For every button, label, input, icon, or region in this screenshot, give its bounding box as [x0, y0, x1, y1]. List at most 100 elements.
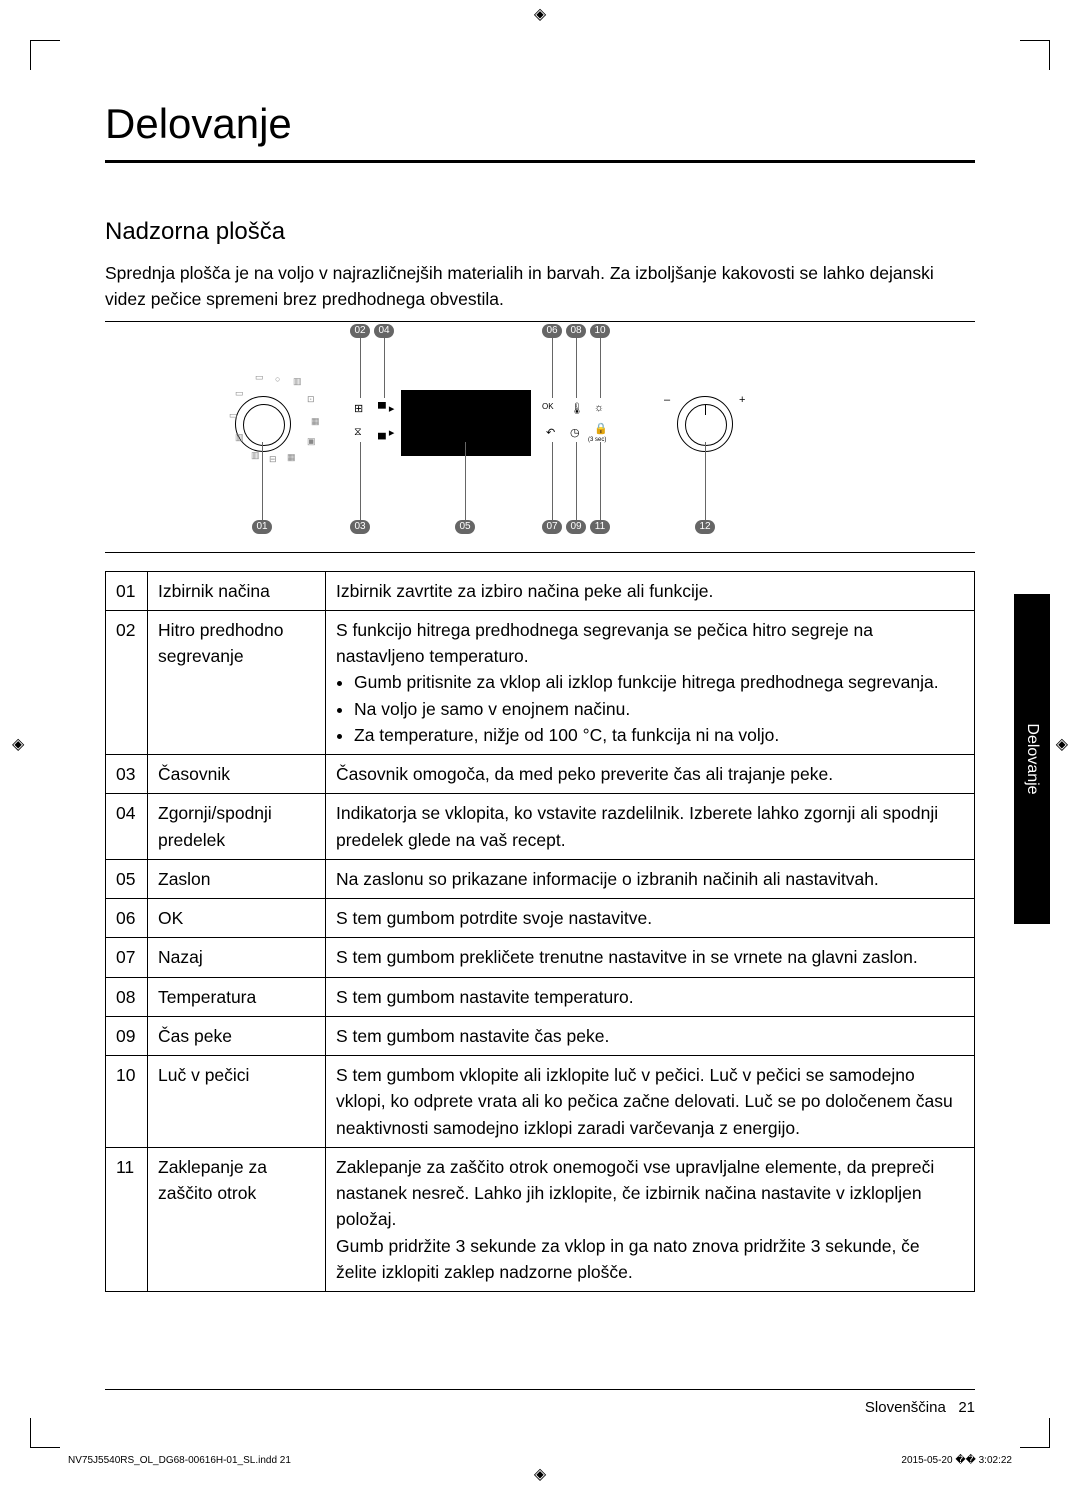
callout-line — [360, 338, 361, 398]
row-description: Indikatorja se vklopita, ko vstavite raz… — [326, 794, 975, 860]
row-number: 08 — [106, 977, 148, 1016]
callout-line — [360, 442, 361, 520]
table-row: 04Zgornji/spodnji predelekIndikatorja se… — [106, 794, 975, 860]
print-job-info: NV75J5540RS_OL_DG68-00616H-01_SL.indd 21… — [68, 1455, 1012, 1466]
crop-mark — [30, 1418, 60, 1448]
callout-line — [262, 442, 263, 520]
table-row: 02Hitro predhodno segrevanjeS funkcijo h… — [106, 610, 975, 754]
print-timestamp: 2015-05-20 �� 3:02:22 — [901, 1455, 1012, 1466]
table-row: 11Zaklepanje za zaščito otrokZaklepanje … — [106, 1147, 975, 1291]
thermometer-icon: 🌡 — [570, 402, 584, 415]
table-row: 05ZaslonNa zaslonu so prikazane informac… — [106, 859, 975, 898]
timer-icon: ⧖ — [354, 426, 362, 439]
bullet-item: Na voljo je samo v enojnem načinu. — [354, 696, 964, 722]
row-description: Na zaslonu so prikazane informacije o iz… — [326, 859, 975, 898]
table-row: 01Izbirnik načinaIzbirnik zavrtite za iz… — [106, 571, 975, 610]
callout-line — [552, 338, 553, 398]
row-description: S funkcijo hitrega predhodnega segrevanj… — [326, 610, 975, 754]
callout-badge: 06 — [542, 324, 562, 338]
callout-line — [465, 442, 466, 520]
section-title: Nadzorna plošča — [105, 218, 975, 246]
bullet-item: Gumb pritisnite za vklop ali izklop funk… — [354, 669, 964, 695]
row-description: S tem gumbom vklopite ali izklopite luč … — [326, 1056, 975, 1148]
callout-badge: 11 — [590, 520, 610, 534]
row-number: 11 — [106, 1147, 148, 1291]
callout-badge: 02 — [350, 324, 370, 338]
row-label: Luč v pečici — [148, 1056, 326, 1148]
crop-mark — [1020, 1418, 1050, 1448]
print-file: NV75J5540RS_OL_DG68-00616H-01_SL.indd 21 — [68, 1455, 291, 1466]
table-row: 08TemperaturaS tem gumbom nastavite temp… — [106, 977, 975, 1016]
registration-mark: ◈ — [534, 1464, 546, 1484]
light-icon: ☼ — [594, 402, 604, 414]
callout-badge: 03 — [350, 520, 370, 534]
row-description: Izbirnik zavrtite za izbiro načina peke … — [326, 571, 975, 610]
control-panel-diagram: 0204060810 ▭ ○ ▥ ▭ ⊡ ▭ ▦ ▥ ▣ ▥ ⊟ ▦ ⊞ ▀ ▸… — [105, 321, 975, 553]
row-number: 10 — [106, 1056, 148, 1148]
row-description: S tem gumbom potrdite svoje nastavitve. — [326, 899, 975, 938]
side-tab: Delovanje — [1014, 594, 1050, 924]
controls-table: 01Izbirnik načinaIzbirnik zavrtite za iz… — [105, 571, 975, 1293]
callout-line — [705, 442, 706, 520]
bullet-item: Za temperature, nižje od 100 °C, ta funk… — [354, 722, 964, 748]
row-label: Zgornji/spodnji predelek — [148, 794, 326, 860]
side-tab-label: Delovanje — [1023, 723, 1041, 794]
row-label: Časovnik — [148, 755, 326, 794]
callout-badge: 09 — [566, 520, 586, 534]
lock-icon: 🔒 — [594, 422, 608, 435]
table-row: 09Čas pekeS tem gumbom nastavite čas pek… — [106, 1016, 975, 1055]
upper-compartment-icon: ▀ ▸ — [378, 402, 394, 415]
callout-line — [600, 442, 601, 520]
registration-mark: ◈ — [534, 4, 546, 24]
row-number: 09 — [106, 1016, 148, 1055]
registration-mark: ◈ — [12, 734, 24, 754]
row-number: 04 — [106, 794, 148, 860]
callout-badge: 05 — [455, 520, 475, 534]
callout-line — [384, 338, 385, 398]
page-title: Delovanje — [105, 100, 975, 163]
lock-duration-label: (3 sec) — [588, 437, 606, 443]
clock-icon: ◷ — [570, 426, 580, 439]
row-description: S tem gumbom prekličete trenutne nastavi… — [326, 938, 975, 977]
callout-line — [576, 442, 577, 520]
callout-line — [576, 338, 577, 398]
callout-line — [552, 442, 553, 520]
intro-text: Sprednja plošča je na voljo v najrazličn… — [105, 260, 975, 313]
table-row: 07NazajS tem gumbom prekličete trenutne … — [106, 938, 975, 977]
bullet-list: Gumb pritisnite za vklop ali izklop funk… — [336, 669, 964, 748]
footer-language: Slovenščina — [865, 1399, 946, 1416]
row-number: 05 — [106, 859, 148, 898]
row-label: Izbirnik načina — [148, 571, 326, 610]
row-number: 07 — [106, 938, 148, 977]
lower-compartment-icon: ▄ ▸ — [378, 426, 394, 439]
row-label: OK — [148, 899, 326, 938]
row-description: S tem gumbom nastavite čas peke. — [326, 1016, 975, 1055]
mode-icons: ▭ ○ ▥ ▭ ⊡ ▭ ▦ ▥ ▣ ▥ ⊟ ▦ — [213, 374, 313, 474]
minus-label: – — [664, 394, 670, 406]
row-label: Zaklepanje za zaščito otrok — [148, 1147, 326, 1291]
table-row: 03ČasovnikČasovnik omogoča, da med peko … — [106, 755, 975, 794]
row-label: Čas peke — [148, 1016, 326, 1055]
row-label: Zaslon — [148, 859, 326, 898]
row-number: 02 — [106, 610, 148, 754]
callout-badge: 10 — [590, 324, 610, 338]
row-description: S tem gumbom nastavite temperaturo. — [326, 977, 975, 1016]
page-footer: Slovenščina 21 — [865, 1399, 975, 1416]
table-row: 06OKS tem gumbom potrdite svoje nastavit… — [106, 899, 975, 938]
row-number: 03 — [106, 755, 148, 794]
footer-page-number: 21 — [958, 1399, 975, 1416]
row-number: 01 — [106, 571, 148, 610]
display-screen-icon — [401, 390, 531, 456]
row-number: 06 — [106, 899, 148, 938]
callout-line — [600, 338, 601, 398]
preheat-icon: ⊞ — [354, 402, 363, 415]
table-row: 10Luč v pečiciS tem gumbom vklopite ali … — [106, 1056, 975, 1148]
row-description: Časovnik omogoča, da med peko preverite … — [326, 755, 975, 794]
row-label: Nazaj — [148, 938, 326, 977]
callout-badge: 04 — [374, 324, 394, 338]
row-description: Zaklepanje za zaščito otrok onemogoči vs… — [326, 1147, 975, 1291]
back-icon: ↶ — [546, 426, 555, 439]
callout-badge: 12 — [695, 520, 715, 534]
ok-label: OK — [542, 402, 554, 411]
callout-badge: 07 — [542, 520, 562, 534]
